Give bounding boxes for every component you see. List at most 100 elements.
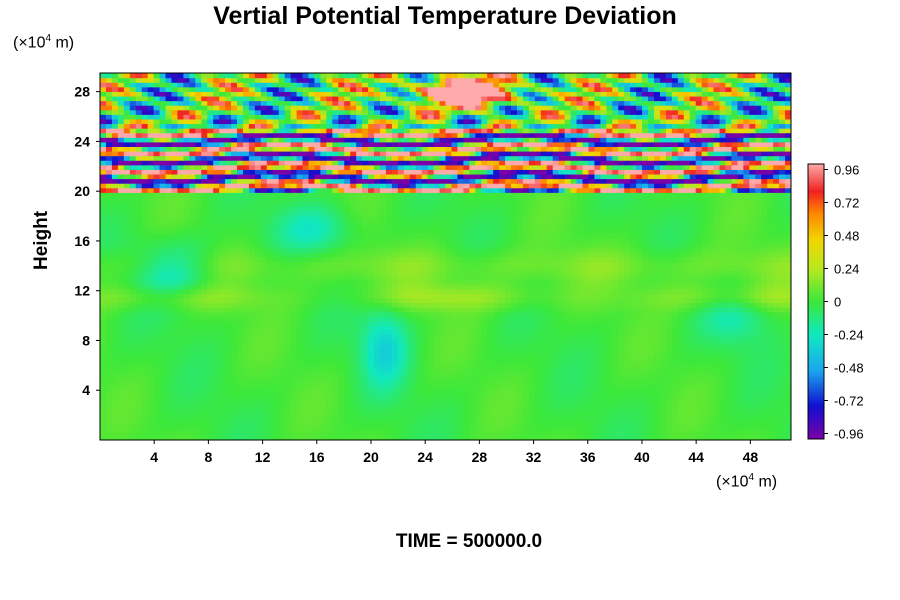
heatmap-cell — [391, 412, 399, 418]
heatmap-cell — [326, 339, 333, 345]
heatmap-cell — [487, 316, 494, 322]
heatmap-cell — [511, 279, 518, 285]
heatmap-cell — [374, 265, 381, 271]
heatmap-cell — [683, 435, 691, 440]
heatmap-cell — [237, 417, 244, 423]
heatmap-cell — [731, 302, 738, 308]
heatmap-cell — [767, 320, 774, 326]
heatmap-cell — [636, 435, 643, 440]
heatmap-cell — [534, 297, 542, 303]
heatmap-cell — [141, 320, 149, 326]
heatmap-cell — [558, 293, 566, 299]
heatmap-cell — [427, 270, 435, 276]
heatmap-cell — [296, 316, 304, 322]
heatmap-cell — [201, 384, 208, 391]
heatmap-cell — [719, 435, 727, 440]
heatmap-cell — [761, 256, 768, 262]
heatmap-cell — [528, 284, 536, 290]
heatmap-cell — [320, 288, 327, 294]
heatmap-cell — [409, 284, 417, 290]
heatmap-cell — [463, 270, 470, 276]
heatmap-cell — [254, 421, 262, 427]
heatmap-cell — [153, 389, 161, 395]
heatmap-cell — [564, 256, 572, 262]
heatmap-cell — [391, 288, 399, 294]
heatmap-cell — [659, 325, 667, 331]
heatmap-cell — [284, 389, 292, 395]
heatmap-cell — [653, 325, 661, 331]
heatmap-cell — [642, 430, 649, 437]
heatmap-cell — [516, 366, 524, 372]
heatmap-cell — [671, 384, 679, 391]
heatmap-cell — [475, 352, 482, 359]
heatmap-cell — [451, 421, 459, 427]
heatmap-cell — [427, 339, 435, 345]
heatmap-cell — [642, 251, 649, 258]
heatmap-cell — [314, 412, 322, 418]
heatmap-cell — [278, 302, 286, 308]
heatmap-cell — [344, 407, 351, 414]
heatmap-cell — [624, 297, 631, 303]
heatmap-cell — [403, 384, 411, 391]
heatmap-cell — [391, 375, 399, 381]
heatmap-cell — [767, 251, 774, 258]
heatmap-cell — [409, 306, 417, 313]
heatmap-cell — [397, 343, 405, 349]
heatmap-cell — [540, 306, 548, 313]
heatmap-cell — [213, 375, 220, 381]
heatmap-cell — [624, 394, 631, 400]
heatmap-cell — [469, 302, 476, 308]
heatmap-cell — [558, 270, 566, 276]
heatmap-cell — [594, 421, 601, 427]
heatmap-cell — [326, 261, 333, 267]
heatmap-cell — [117, 366, 125, 372]
heatmap-cell — [469, 362, 476, 368]
heatmap-cell — [528, 251, 536, 258]
heatmap-cell — [326, 320, 333, 326]
heatmap-cell — [135, 311, 143, 317]
heatmap-cell — [231, 293, 238, 299]
heatmap-cell — [135, 412, 143, 418]
heatmap-cell — [362, 251, 369, 258]
heatmap-cell — [111, 380, 119, 386]
heatmap-cell — [368, 334, 375, 340]
heatmap-cell — [499, 251, 506, 258]
heatmap-cell — [129, 270, 137, 276]
heatmap-cell — [618, 247, 625, 253]
heatmap-cell — [237, 247, 244, 253]
heatmap-cell — [725, 371, 733, 377]
heatmap-cell — [409, 417, 417, 423]
heatmap-cell — [385, 389, 393, 395]
heatmap-cell — [499, 362, 506, 368]
heatmap-cell — [272, 380, 280, 386]
heatmap-cell — [356, 302, 363, 308]
heatmap-cell — [272, 329, 280, 336]
heatmap-cell — [344, 284, 351, 290]
heatmap-cell — [129, 407, 137, 414]
heatmap-cell — [534, 284, 542, 290]
heatmap-cell — [123, 417, 131, 423]
heatmap-cell — [445, 334, 453, 340]
heatmap-cell — [219, 329, 226, 336]
heatmap-cell — [225, 375, 232, 381]
heatmap-cell — [165, 284, 173, 290]
heatmap-cell — [701, 426, 709, 432]
heatmap-cell — [225, 293, 232, 299]
heatmap-cell — [278, 339, 286, 345]
heatmap-cell — [659, 329, 667, 336]
heatmap-cell — [612, 357, 619, 363]
heatmap-cell — [117, 316, 125, 322]
heatmap-cell — [481, 288, 488, 294]
heatmap-cell — [314, 430, 322, 437]
heatmap-cell — [201, 412, 208, 418]
heatmap-cell — [242, 302, 250, 308]
heatmap-cell — [248, 398, 256, 404]
heatmap-cell — [755, 325, 762, 331]
heatmap-cell — [737, 293, 744, 299]
heatmap-cell — [677, 352, 685, 359]
heatmap-cell — [701, 293, 709, 299]
heatmap-cell — [111, 311, 119, 317]
heatmap-cell — [385, 297, 393, 303]
heatmap-cell — [189, 421, 196, 427]
heatmap-cell — [779, 302, 786, 308]
